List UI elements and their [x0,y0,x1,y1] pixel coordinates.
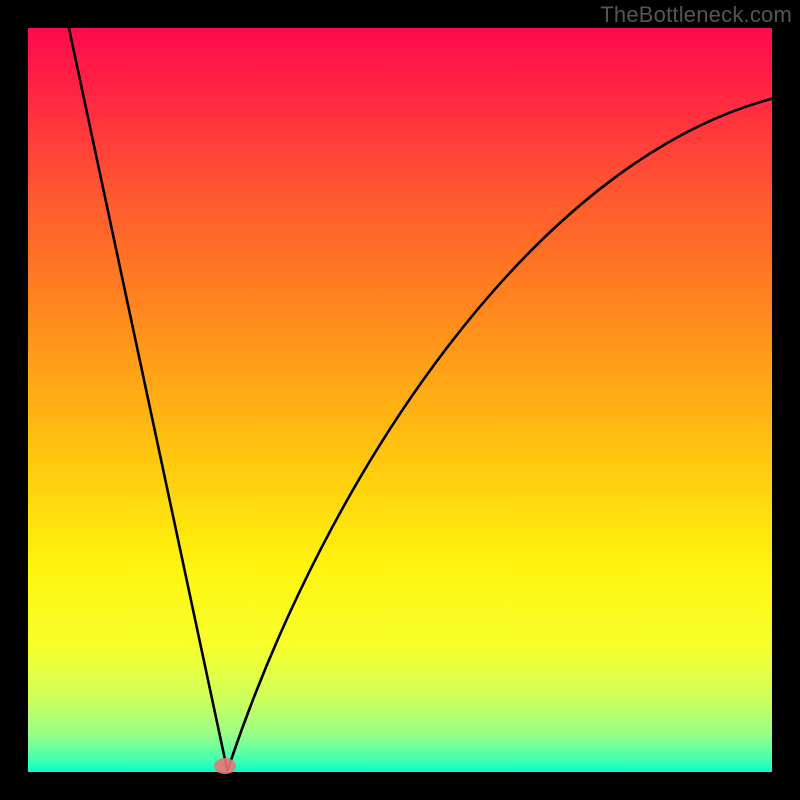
chart-container: TheBottleneck.com [0,0,800,800]
curve-left-branch [69,28,227,771]
optimal-point-marker [214,758,236,774]
curve-right-branch [227,99,772,771]
bottleneck-curve [28,28,772,772]
watermark-text: TheBottleneck.com [600,2,792,28]
plot-area [28,28,772,772]
